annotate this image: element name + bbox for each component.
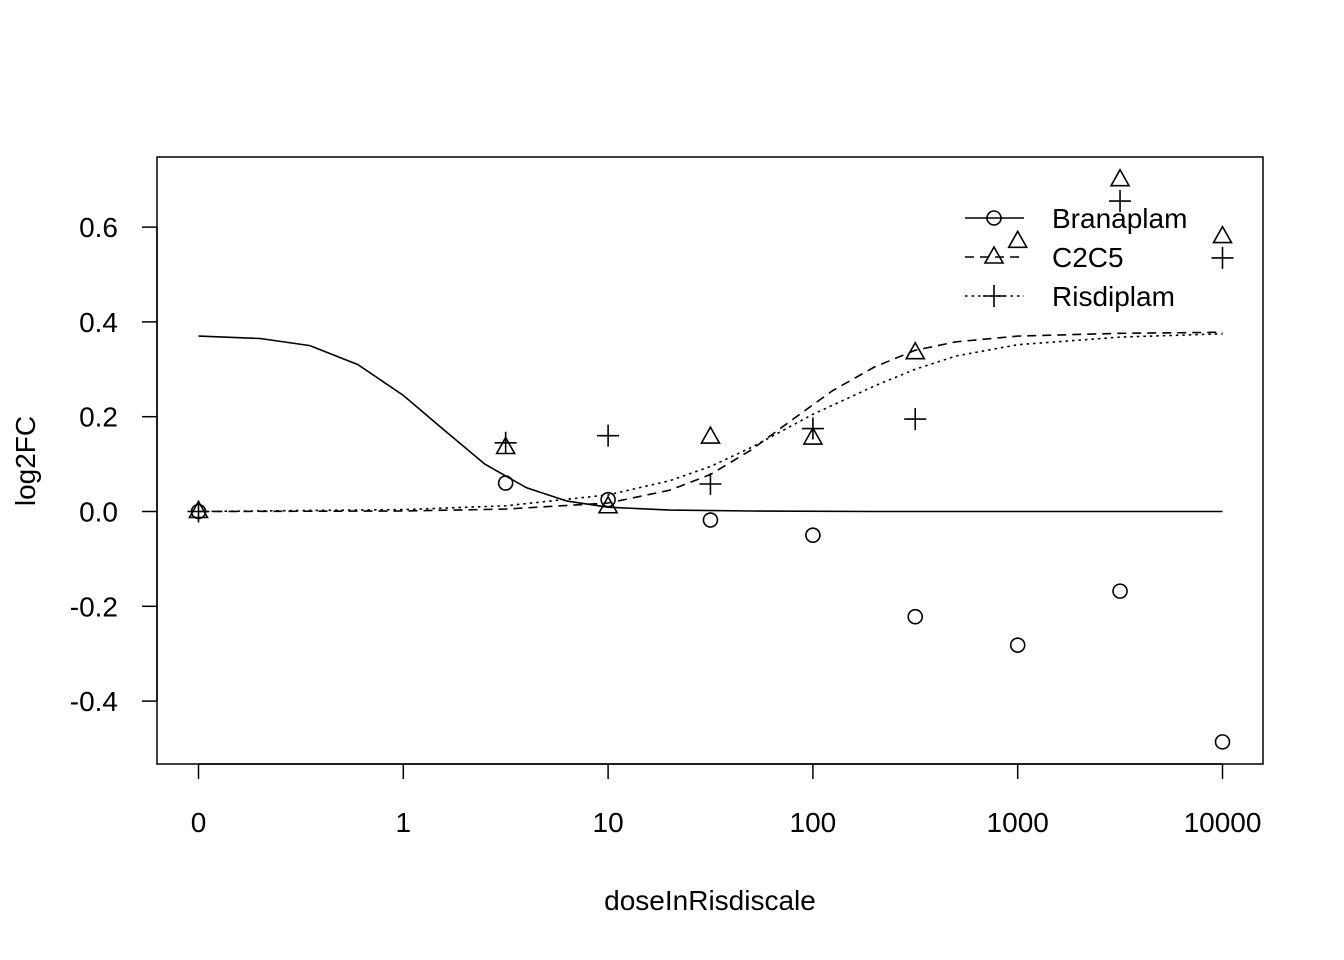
point-risdiplam <box>1211 246 1234 269</box>
point-risdiplam <box>801 417 824 440</box>
point-branaplam <box>1214 734 1231 750</box>
data-points <box>187 168 1234 750</box>
x-axis: 0 1 10 100 1000 10000 <box>191 763 1262 838</box>
legend-marker-risdiplam <box>983 285 1005 307</box>
x-tick-label: 1000 <box>987 807 1049 838</box>
point-c2c5 <box>1212 224 1233 244</box>
point-c2c5 <box>904 341 926 360</box>
point-branaplam <box>907 608 924 625</box>
point-risdiplam <box>904 408 927 431</box>
x-tick-label: 10000 <box>1184 807 1262 838</box>
x-tick-label: 0 <box>191 807 207 838</box>
point-risdiplam <box>1109 190 1132 213</box>
y-axis-label: log2FC <box>10 416 41 506</box>
x-axis-label: doseInRisdiscale <box>604 885 816 916</box>
point-risdiplam <box>494 431 517 454</box>
x-tick-label: 10 <box>593 807 624 838</box>
y-tick-label: 0.2 <box>79 402 118 433</box>
point-branaplam <box>805 527 821 544</box>
fit-curve-c2c5 <box>198 331 1223 513</box>
legend: Branaplam C2C5 Risdiplam <box>965 203 1187 312</box>
fit-curve-risdiplam <box>198 333 1223 513</box>
y-tick-label: -0.4 <box>70 686 118 717</box>
y-tick-label: -0.2 <box>70 591 118 622</box>
legend-marker-c2c5 <box>983 245 1005 264</box>
point-c2c5 <box>1109 168 1131 187</box>
point-risdiplam <box>187 500 210 523</box>
point-risdiplam <box>597 424 620 447</box>
point-c2c5 <box>802 426 824 445</box>
x-tick-label: 100 <box>790 807 837 838</box>
y-tick-label: 0.4 <box>79 307 118 338</box>
legend-marker-branaplam <box>986 210 1002 226</box>
point-c2c5 <box>597 495 619 514</box>
point-branaplam <box>1112 583 1128 599</box>
y-axis: -0.4 -0.2 0.0 0.2 0.4 0.6 <box>70 212 158 717</box>
point-branaplam <box>702 512 719 528</box>
legend-label-risdiplam: Risdiplam <box>1052 281 1175 312</box>
point-risdiplam <box>699 473 722 496</box>
point-branaplam <box>497 475 514 491</box>
x-tick-label: 1 <box>396 807 412 838</box>
legend-label-c2c5: C2C5 <box>1052 242 1124 273</box>
y-tick-label: 0.0 <box>79 497 118 528</box>
point-c2c5 <box>1007 229 1029 249</box>
legend-label-branaplam: Branaplam <box>1052 203 1187 234</box>
y-tick-label: 0.6 <box>79 212 118 243</box>
point-branaplam <box>600 491 616 508</box>
point-c2c5 <box>700 425 721 444</box>
point-branaplam <box>1009 637 1026 653</box>
